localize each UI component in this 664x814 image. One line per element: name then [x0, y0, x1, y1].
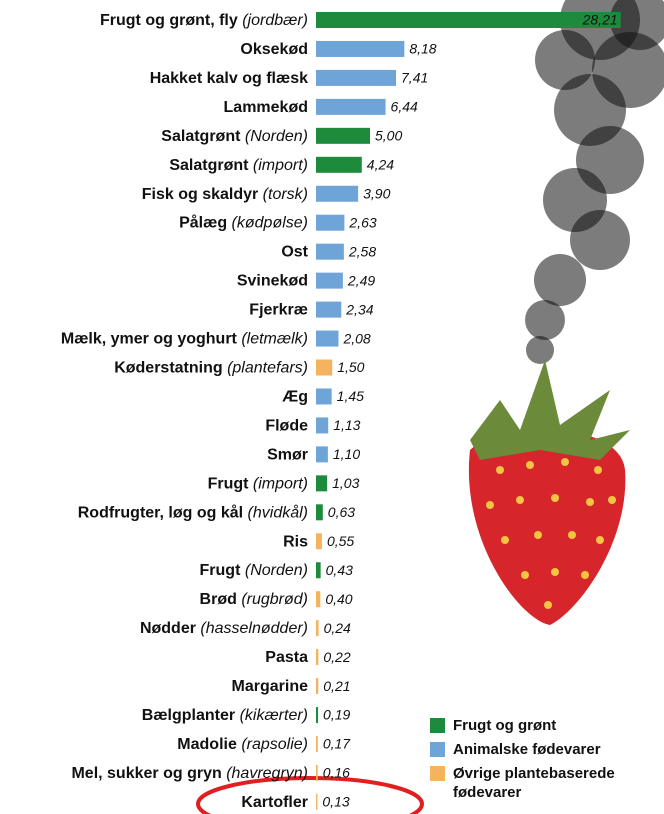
- category-label: Fjerkræ: [249, 302, 308, 319]
- category-label: Hakket kalv og flæsk: [150, 70, 308, 87]
- category-label: Mel, sukker og gryn (havregryn): [71, 765, 308, 782]
- bar: [316, 764, 318, 781]
- bar: [316, 736, 318, 752]
- legend-label: Frugt og grønt: [453, 717, 557, 734]
- bar: [316, 417, 329, 434]
- category-label: Fisk og skaldyr (torsk): [142, 186, 308, 203]
- bar: [316, 12, 621, 28]
- category-label: Kartofler: [241, 794, 308, 811]
- bar: [316, 533, 322, 550]
- bar: [316, 388, 332, 405]
- value-label: 0,16: [323, 765, 350, 781]
- legend-swatch: [430, 718, 445, 733]
- strawberry: [468, 360, 630, 625]
- category-label: Oksekød: [240, 41, 308, 58]
- value-label: 0,43: [326, 562, 353, 578]
- value-label: 0,55: [327, 533, 354, 549]
- smoke: [525, 0, 664, 364]
- category-label: Frugt og grønt, fly (jordbær): [100, 12, 308, 29]
- value-label: 2,34: [345, 301, 373, 317]
- bar: [316, 185, 359, 202]
- value-label: 1,50: [337, 359, 364, 375]
- value-label: 7,41: [401, 70, 428, 86]
- bar: [316, 678, 319, 695]
- value-label: 0,21: [323, 678, 350, 694]
- value-label: 6,44: [391, 99, 418, 115]
- legend-item: Øvrige plantebaserede fødevarer: [430, 764, 660, 802]
- legend-label: Animalske fødevarer: [453, 741, 601, 758]
- category-label: Nødder (hasselnødder): [140, 620, 308, 637]
- legend-swatch: [430, 766, 445, 781]
- category-label: Madolie (rapsolie): [177, 736, 308, 753]
- category-label: Lammekød: [224, 99, 308, 116]
- category-label: Salatgrønt (import): [169, 157, 308, 174]
- value-label: 0,13: [322, 794, 349, 810]
- bar: [316, 620, 319, 637]
- legend-swatch: [430, 742, 445, 757]
- value-label: 0,17: [323, 736, 351, 752]
- category-label: Margarine: [232, 678, 309, 695]
- category-label: Frugt (Norden): [200, 562, 308, 579]
- category-label: Æg: [282, 389, 308, 406]
- category-label: Bælgplanter (kikærter): [142, 707, 308, 724]
- value-label: 2,58: [348, 243, 376, 259]
- bar: [316, 98, 386, 115]
- value-label: 0,40: [325, 591, 352, 607]
- bar: [316, 127, 370, 144]
- legend-item: Frugt og grønt: [430, 716, 660, 735]
- value-label: 0,63: [328, 504, 355, 520]
- bar: [316, 446, 328, 463]
- value-label: 2,49: [347, 272, 375, 288]
- bar: [316, 475, 328, 492]
- bar: [316, 156, 362, 173]
- bar: [316, 214, 345, 231]
- bar: [316, 504, 323, 521]
- legend-label: Øvrige plantebaserede fødevarer: [453, 765, 615, 801]
- bar: [316, 793, 318, 810]
- bar: [316, 591, 321, 608]
- bar: [316, 69, 397, 86]
- category-label: Frugt (import): [208, 476, 308, 493]
- category-label: Ris: [283, 533, 308, 550]
- highlight-ring: [196, 776, 424, 814]
- value-label: 0,19: [323, 707, 350, 723]
- value-label: 1,10: [333, 446, 360, 462]
- category-label: Svinekød: [237, 273, 308, 290]
- bar: [316, 243, 344, 260]
- value-label: 2,63: [348, 214, 376, 230]
- bar: [316, 272, 343, 289]
- bar: [316, 301, 342, 318]
- category-label: Smør: [267, 447, 308, 464]
- value-label: 5,00: [375, 128, 402, 144]
- bar: [316, 707, 319, 724]
- category-label: Brød (rugbrød): [200, 591, 308, 608]
- category-label: Mælk, ymer og yoghurt (letmælk): [61, 331, 308, 348]
- legend-item: Animalske fødevarer: [430, 740, 660, 759]
- category-label: Pasta: [265, 649, 308, 666]
- value-label: 0,24: [324, 620, 351, 636]
- value-label: 1,03: [332, 475, 359, 491]
- value-label: 4,24: [367, 157, 394, 173]
- category-label: Rodfrugter, løg og kål (hvidkål): [78, 504, 308, 522]
- value-label: 28,21: [582, 12, 618, 28]
- bar: [316, 649, 319, 666]
- value-label: 8,18: [409, 41, 436, 57]
- bar: [316, 359, 333, 376]
- category-label: Køderstatning (plantefars): [114, 360, 308, 377]
- bar: [316, 330, 339, 347]
- value-label: 1,45: [337, 388, 364, 404]
- category-label: Fløde: [265, 418, 308, 435]
- value-label: 1,13: [333, 417, 360, 433]
- value-label: 2,08: [342, 330, 370, 346]
- category-label: Salatgrønt (Norden): [161, 128, 308, 145]
- category-label: Pålæg (kødpølse): [179, 214, 308, 232]
- bar: [316, 40, 405, 57]
- value-label: 3,90: [363, 185, 390, 201]
- value-label: 0,22: [323, 649, 350, 665]
- legend: Frugt og grønt Animalske fødevarer Øvrige …: [430, 716, 660, 807]
- category-label: Ost: [281, 244, 308, 261]
- bar: [316, 562, 321, 579]
